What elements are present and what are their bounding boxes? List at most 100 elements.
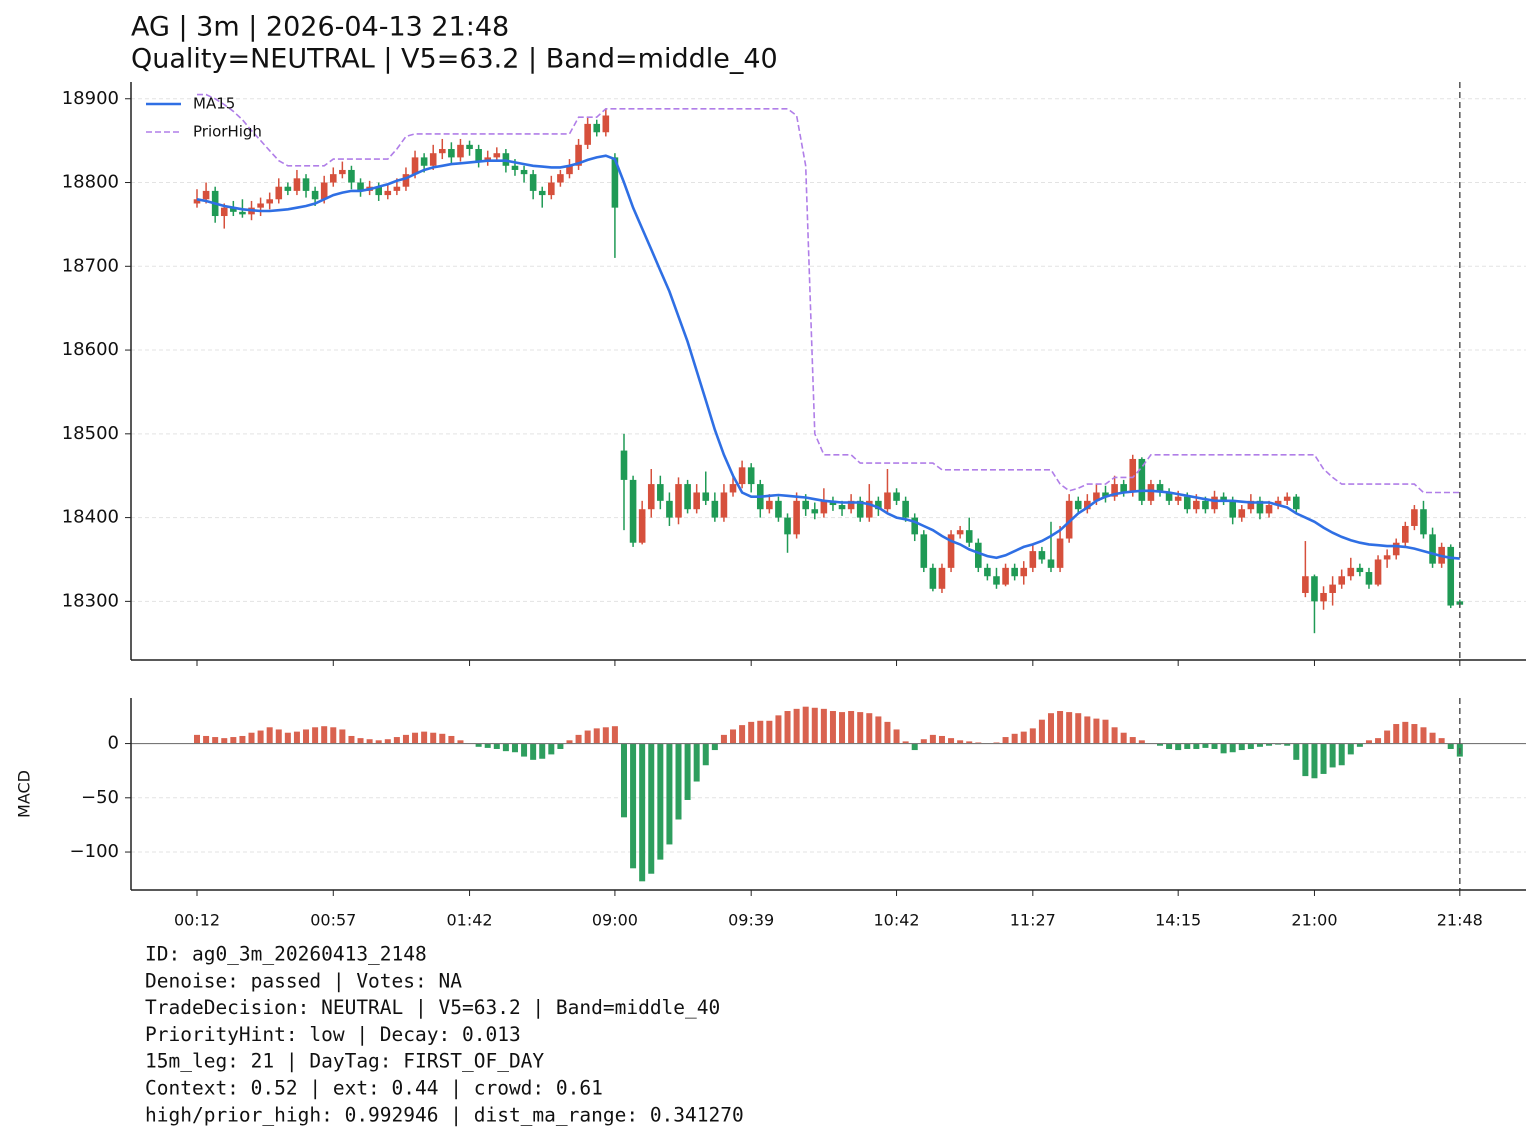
- candle-body: [420, 157, 428, 166]
- macd-bar: [1075, 713, 1082, 744]
- macd-bar: [330, 727, 337, 744]
- macd-bar: [684, 743, 691, 800]
- candle-body: [239, 211, 246, 215]
- candle-body: [920, 534, 928, 568]
- macd-bar: [1411, 724, 1418, 744]
- candle-body: [1329, 584, 1336, 593]
- candle-body: [520, 169, 528, 175]
- macd-bar: [611, 726, 618, 744]
- macd-bar: [884, 721, 891, 744]
- x-tick-label: 11:27: [1010, 911, 1056, 930]
- macd-bar: [1084, 716, 1091, 744]
- candle-body: [1074, 500, 1082, 510]
- macd-bar: [657, 743, 664, 860]
- y-tick-label: 18400: [62, 507, 119, 528]
- macd-bar: [1420, 727, 1427, 744]
- candle-body: [1256, 500, 1264, 514]
- macd-bar: [521, 743, 528, 757]
- candle-body: [348, 169, 355, 183]
- candle-body: [684, 484, 691, 510]
- candle-body: [230, 207, 237, 212]
- candle-body: [1138, 458, 1146, 501]
- macd-bar: [893, 729, 900, 744]
- macd-bar: [702, 743, 709, 766]
- macd-bar: [511, 743, 518, 753]
- macd-bar: [584, 730, 591, 744]
- macd-bar: [575, 734, 582, 744]
- macd-bar: [1384, 730, 1391, 744]
- x-tick-label: 14:15: [1155, 911, 1201, 930]
- candle-body: [1338, 576, 1346, 585]
- candle-body: [448, 149, 455, 158]
- candle-body: [875, 500, 882, 510]
- macd-bar: [1320, 743, 1327, 774]
- candle-body: [429, 153, 437, 166]
- macd-bar: [312, 727, 319, 744]
- y-tick-label: 18800: [62, 172, 119, 193]
- macd-bar: [1338, 743, 1345, 766]
- macd-bar: [630, 743, 637, 869]
- macd-bar: [1047, 713, 1054, 744]
- candle-body: [693, 492, 700, 510]
- candle-body: [457, 144, 464, 158]
- candle-body: [993, 576, 1000, 585]
- macd-bar: [1447, 743, 1454, 749]
- candle-body: [811, 509, 819, 514]
- macd-bar: [948, 738, 955, 744]
- macd-bar: [530, 743, 537, 760]
- candle-body: [375, 186, 382, 196]
- macd-bar: [1284, 743, 1291, 746]
- candle-body: [1247, 500, 1255, 510]
- candle-body: [1102, 492, 1109, 497]
- candle-body: [1311, 576, 1318, 602]
- macd-bar: [920, 739, 927, 744]
- macd-bar: [820, 708, 827, 744]
- candle-body: [729, 484, 737, 493]
- macd-bar: [1247, 743, 1254, 749]
- macd-bar: [720, 734, 727, 744]
- macd-bar: [1266, 743, 1273, 746]
- macd-bar: [1120, 732, 1127, 744]
- candle-body: [557, 174, 564, 183]
- macd-bar: [1020, 731, 1027, 744]
- macd-bar: [857, 712, 864, 744]
- macd-bar: [793, 708, 800, 744]
- candle-body: [629, 479, 637, 543]
- note-line: ID: ag0_3m_20260413_2148: [145, 943, 427, 966]
- macd-bar: [293, 731, 300, 744]
- macd-bar: [457, 740, 464, 744]
- macd-bar: [829, 711, 836, 744]
- candle-body: [1084, 500, 1091, 510]
- candle-body: [1129, 458, 1137, 493]
- candle-body: [202, 190, 210, 200]
- candle-body: [1011, 567, 1018, 577]
- macd-bar: [848, 711, 855, 744]
- macd-bar: [757, 720, 764, 744]
- macd-bar: [1175, 743, 1182, 751]
- macd-bar: [966, 741, 973, 744]
- macd-bar: [421, 731, 428, 744]
- y-tick-label: 18500: [62, 423, 119, 444]
- macd-bar: [1193, 743, 1200, 749]
- macd-bar: [875, 716, 882, 744]
- x-tick-label: 09:00: [592, 911, 638, 930]
- candle-body: [766, 500, 773, 510]
- macd-bar: [866, 713, 873, 744]
- macd-bar: [348, 735, 355, 744]
- x-tick-label: 00:57: [310, 911, 356, 930]
- macd-bar: [194, 734, 200, 744]
- macd-bar: [693, 743, 700, 782]
- candle-body: [893, 492, 900, 501]
- macd-bar: [666, 743, 673, 845]
- candle-body: [838, 505, 846, 510]
- candle-body: [1056, 538, 1064, 568]
- macd-bar: [448, 735, 455, 744]
- macd-bar: [902, 741, 909, 744]
- note-line: high/prior_high: 0.992946 | dist_ma_rang…: [145, 1103, 744, 1126]
- candle-body: [1065, 500, 1073, 539]
- macd-bar: [1138, 740, 1145, 744]
- x-tick-label: 00:12: [174, 911, 220, 930]
- candle-body: [1174, 496, 1182, 501]
- candle-body: [1265, 505, 1273, 514]
- macd-bar: [1129, 737, 1136, 744]
